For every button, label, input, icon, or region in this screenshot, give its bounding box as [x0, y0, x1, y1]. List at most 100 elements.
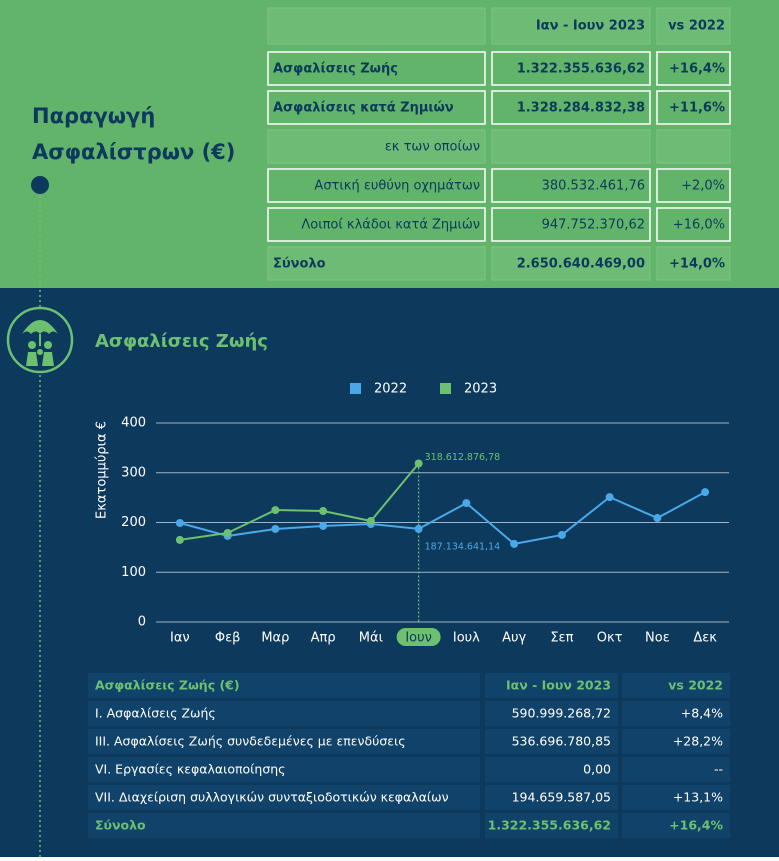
cell — [656, 51, 731, 86]
section-title: Ασφαλίστρων (€) — [32, 140, 235, 164]
cell — [656, 246, 731, 281]
data-label: 318.612.876,78 — [425, 452, 501, 463]
y-tick-label: 300 — [121, 465, 146, 480]
x-tick-label: Φεβ — [215, 631, 241, 646]
cell — [267, 51, 486, 86]
y-axis-label: Εκατομμύρια € — [95, 421, 110, 519]
cell-text: 0,00 — [583, 762, 611, 777]
point — [175, 518, 184, 527]
point — [175, 535, 184, 544]
point — [653, 514, 662, 523]
x-tick-label: Ιουν — [405, 631, 432, 646]
cell — [267, 246, 486, 281]
cell — [491, 129, 651, 164]
cell — [485, 757, 618, 782]
cell-text: +2,0% — [681, 179, 725, 194]
x-tick-label: Σεπ — [550, 631, 573, 646]
point — [414, 459, 423, 468]
x-tick-label: Μάι — [359, 631, 383, 646]
cell — [656, 7, 731, 45]
cell-text: +13,1% — [673, 790, 723, 805]
point — [462, 499, 471, 508]
cell — [656, 129, 731, 164]
point — [414, 524, 423, 533]
cell-text: VI. Εργασίες κεφαλαιοποίησης — [95, 762, 286, 777]
series-line — [179, 491, 706, 545]
cell-text: VII. Διαχείριση συλλογικών συνταξιοδοτικ… — [95, 790, 449, 805]
cell-text: 947.752.370,62 — [542, 218, 645, 233]
point — [223, 528, 232, 537]
point — [605, 493, 614, 502]
point — [271, 524, 280, 533]
cell — [622, 701, 730, 726]
x-tick-label: Ιαν — [170, 631, 190, 646]
cell — [656, 207, 731, 242]
cell-text: -- — [714, 762, 723, 777]
cell-text: 1.322.355.636,62 — [517, 62, 645, 77]
data-label: 187.134.641,14 — [425, 541, 501, 552]
cell — [622, 813, 730, 838]
x-tick-label: Νοε — [645, 631, 670, 646]
cell-text: Ασφαλίσεις Ζωής — [273, 62, 398, 77]
icon — [6, 306, 74, 374]
cell-text: vs 2022 — [668, 678, 723, 693]
legend-label: 2022 — [374, 382, 407, 397]
cell — [491, 207, 651, 242]
cell — [485, 673, 618, 698]
series-line — [179, 462, 420, 541]
column-header: vs 2022 — [668, 19, 725, 34]
y-tick-label: 400 — [121, 416, 146, 431]
cell — [88, 673, 480, 698]
x-tick-label: Απρ — [311, 631, 336, 646]
cell-text: Ιαν - Ιουν 2023 — [506, 678, 611, 693]
cell-text: ΙΙΙ. Ασφαλίσεις Ζωής συνδεδεμένες με επε… — [95, 734, 406, 749]
cell-text: Λοιποί κλάδοι κατά Ζημιών — [301, 218, 480, 233]
cell-text: +11,6% — [669, 101, 725, 116]
cell — [491, 7, 651, 45]
cell — [491, 90, 651, 125]
cell-text: 1.322.355.636,62 — [488, 818, 611, 833]
point — [510, 539, 519, 548]
cell — [267, 7, 486, 45]
cell-text: 380.532.461,76 — [542, 179, 645, 194]
y-tick-label: 0 — [138, 615, 146, 630]
point — [319, 521, 328, 530]
cell-text: +28,2% — [673, 734, 723, 749]
x-tick-label: Οκτ — [597, 631, 623, 646]
cell — [622, 757, 730, 782]
point — [271, 506, 280, 515]
cell-text: Αστική ευθύνη οχημάτων — [314, 179, 480, 194]
cell — [88, 729, 480, 754]
cell — [491, 246, 651, 281]
point — [701, 488, 710, 497]
cell — [267, 207, 486, 242]
cell — [656, 168, 731, 203]
highlight-pill — [396, 628, 441, 646]
point — [319, 507, 328, 516]
x-tick-label: Μαρ — [261, 631, 289, 646]
cell — [267, 129, 486, 164]
legend-swatch — [440, 383, 451, 394]
cell-text: +14,0% — [669, 257, 725, 272]
cell-text: Ι. Ασφαλίσεις Ζωής — [95, 706, 216, 721]
cell — [485, 729, 618, 754]
cell — [88, 757, 480, 782]
x-tick-label: Δεκ — [693, 631, 717, 646]
cell-text: 2.650.640.469,00 — [517, 257, 645, 272]
x-tick-label: Ιουλ — [453, 631, 480, 646]
cell-text: εκ των οποίων — [385, 140, 480, 155]
cell-text: Σύνολο — [95, 818, 146, 833]
cell-text: 590.999.268,72 — [512, 706, 611, 721]
cell — [88, 785, 480, 810]
cell — [88, 701, 480, 726]
cell — [267, 90, 486, 125]
cell — [485, 785, 618, 810]
point — [366, 517, 375, 526]
cell-text: +16,4% — [669, 62, 725, 77]
cell-text: 1.328.284.832,38 — [517, 101, 645, 116]
legend-swatch — [350, 383, 361, 394]
cell — [656, 90, 731, 125]
cell — [622, 785, 730, 810]
cell-text: 536.696.780,85 — [512, 734, 611, 749]
cell — [267, 168, 486, 203]
